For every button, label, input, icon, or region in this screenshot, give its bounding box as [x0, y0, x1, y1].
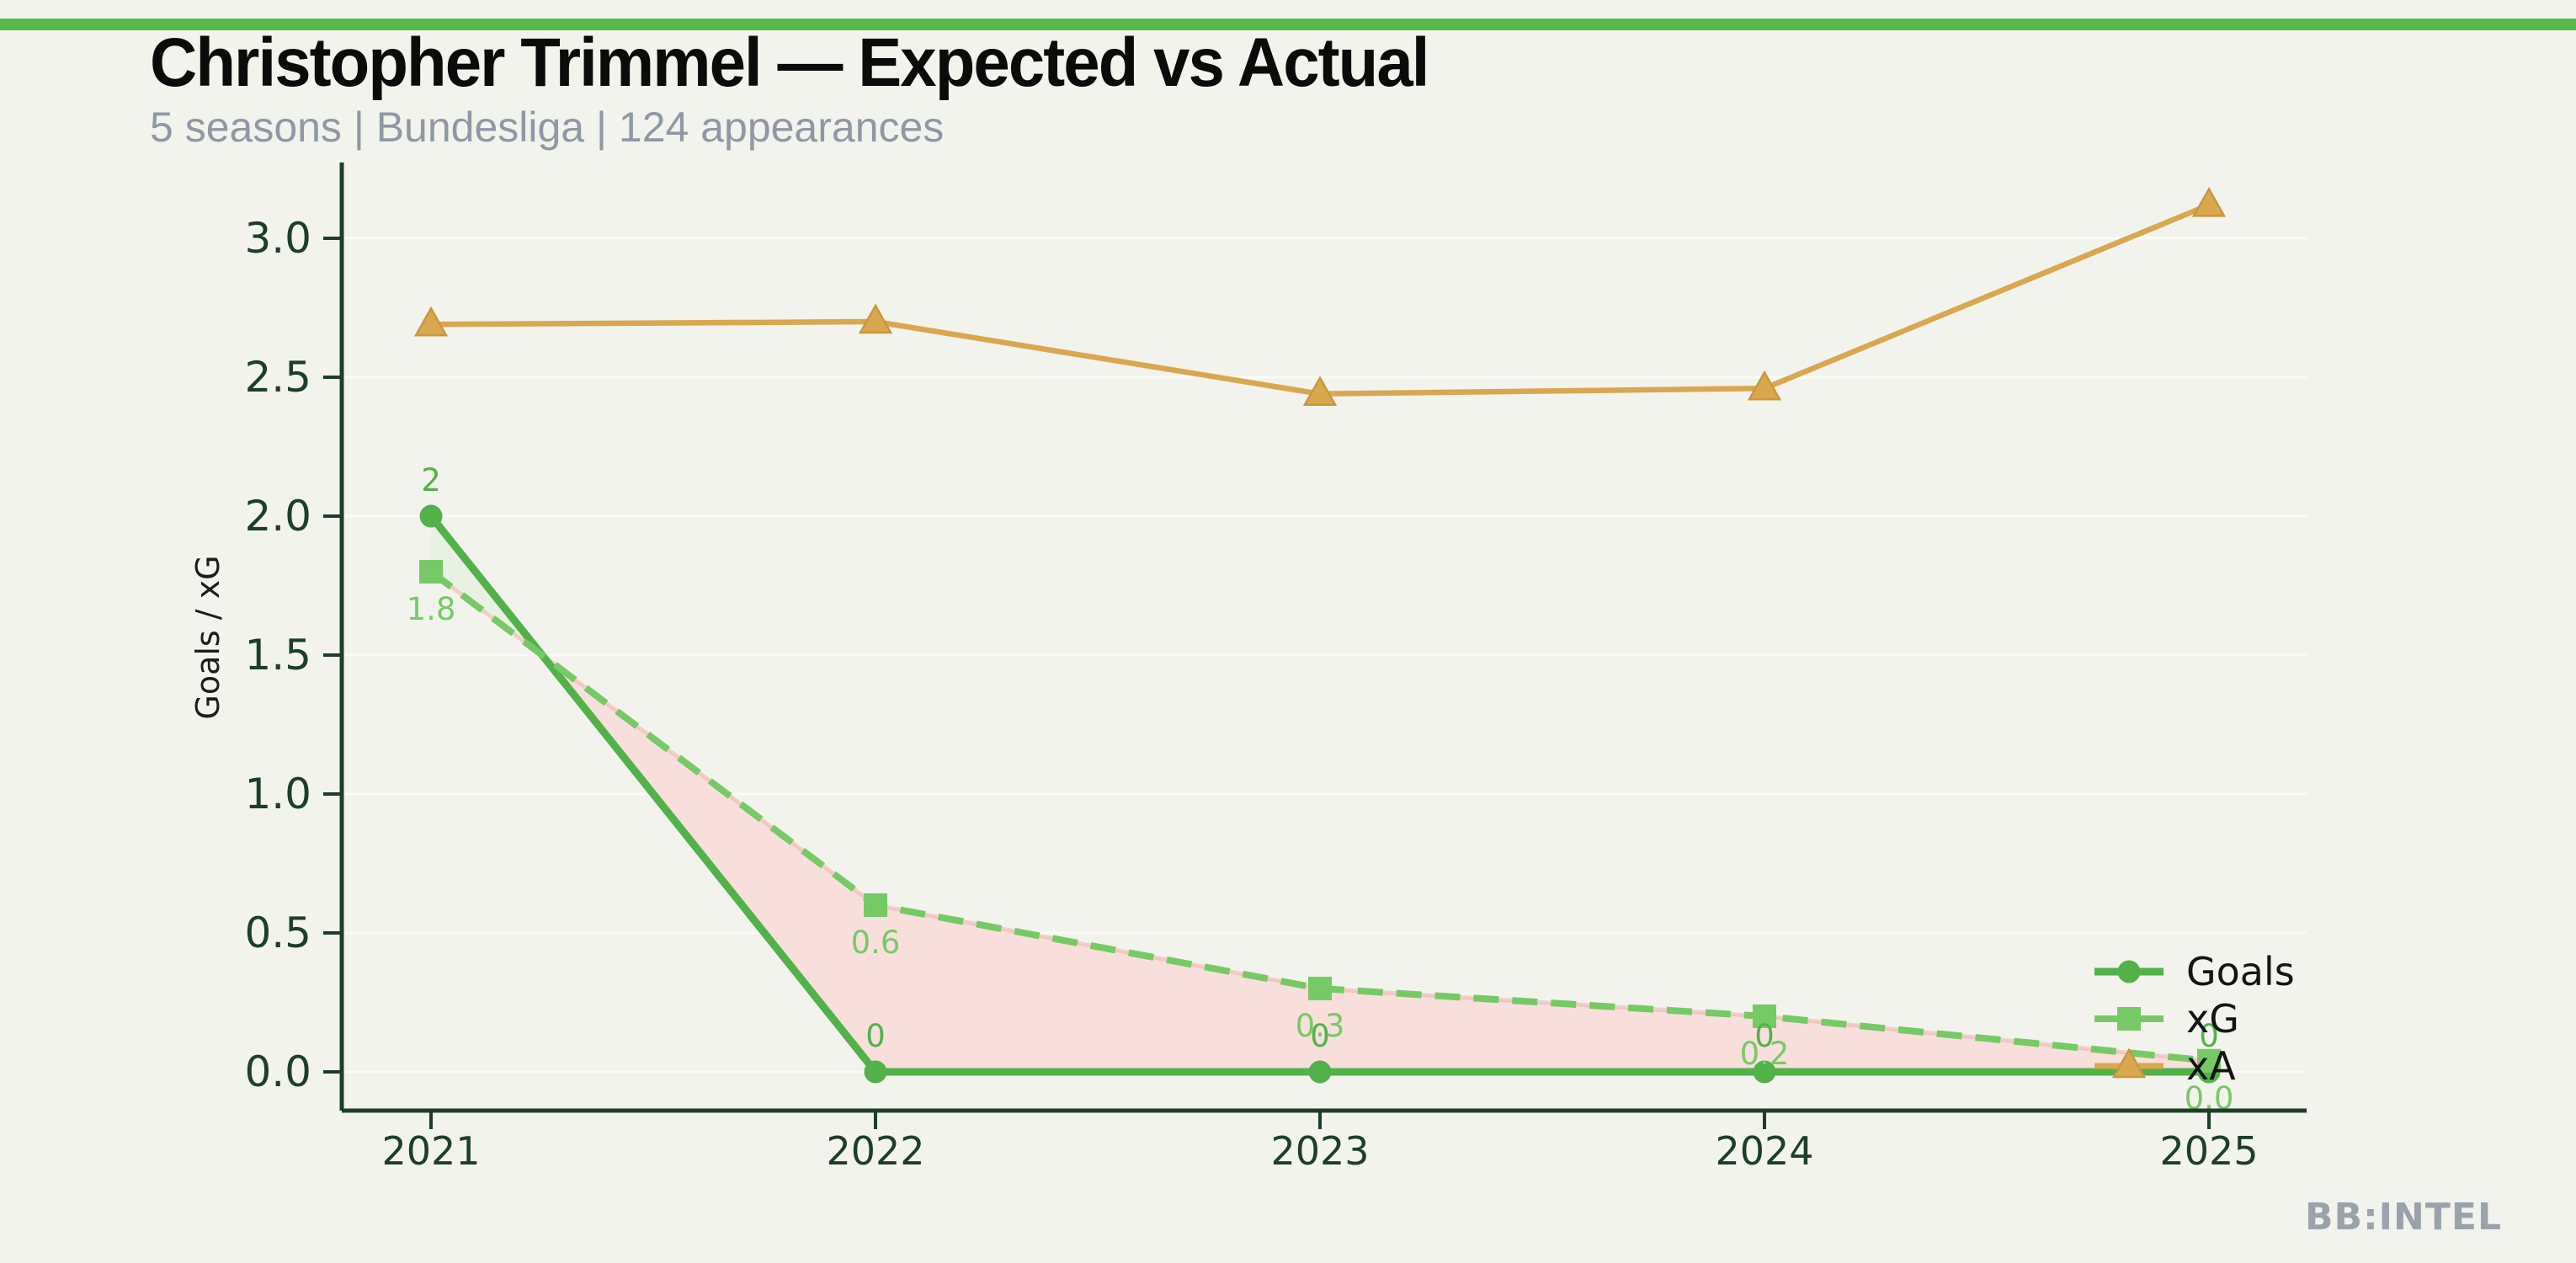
page-title: Christopher Trimmel — Expected vs Actual	[150, 24, 1429, 101]
x-tick-label: 2023	[1270, 1128, 1369, 1174]
y-tick-label: 1.0	[244, 770, 311, 818]
x-tick-label: 2022	[826, 1128, 924, 1174]
y-tick-label: 0.5	[244, 909, 311, 957]
goals-marker	[864, 1060, 887, 1084]
legend-marker-goals	[2117, 960, 2141, 983]
goals-marker	[1753, 1060, 1776, 1084]
y-tick-label: 2.0	[244, 492, 311, 541]
xg-marker	[2197, 1048, 2221, 1073]
legend-label-goals: Goals	[2186, 949, 2295, 994]
watermark: BB:INTEL	[2305, 1196, 2502, 1239]
header: Christopher Trimmel — Expected vs Actual…	[150, 29, 1495, 152]
xa-marker	[2191, 186, 2227, 217]
xg-data-label: 0.3	[1296, 1008, 1345, 1044]
x-tick-label: 2024	[1715, 1128, 1813, 1174]
goals-marker	[1308, 1060, 1332, 1084]
goals-data-label: 0	[1310, 1018, 1330, 1054]
top-accent-bar	[0, 19, 2576, 30]
xg-marker	[1753, 1005, 1776, 1028]
xa-marker	[1747, 370, 1782, 401]
goals-data-label: 0	[2199, 1018, 2219, 1054]
xa-marker	[413, 306, 449, 337]
xg-data-label: 0.6	[851, 925, 901, 961]
xg-data-label: 1.8	[407, 591, 456, 627]
y-tick-label: 1.5	[244, 631, 311, 679]
legend-marker-xg	[2117, 1007, 2141, 1031]
xa-marker	[1302, 376, 1338, 407]
page-subtitle: 5 seasons | Bundesliga | 124 appearances	[150, 104, 945, 151]
y-tick-label: 2.5	[244, 353, 311, 402]
legend-label-xg: xG	[2186, 996, 2239, 1042]
xg-marker	[1308, 977, 1332, 1000]
underperformance-fill	[542, 655, 2209, 1072]
xg-marker	[419, 560, 443, 584]
xa-line	[430, 202, 2211, 397]
legend-label-xa: xA	[2186, 1043, 2236, 1089]
xg-data-label: 0.2	[1740, 1036, 1790, 1072]
x-tick-label: 2025	[2159, 1128, 2258, 1174]
goals-marker	[419, 504, 443, 528]
goals-data-label: 0	[1754, 1018, 1775, 1054]
xa-marker	[858, 303, 893, 334]
y-axis-title: Goals / xG	[189, 555, 226, 719]
x-tick-label: 2021	[381, 1128, 480, 1174]
goals-data-label: 0	[865, 1018, 886, 1054]
legend-marker-xa	[2111, 1047, 2147, 1079]
y-tick-label: 3.0	[244, 214, 311, 263]
xg-marker	[864, 893, 887, 917]
y-tick-label: 0.0	[244, 1047, 311, 1096]
goals-data-label: 2	[421, 462, 441, 498]
